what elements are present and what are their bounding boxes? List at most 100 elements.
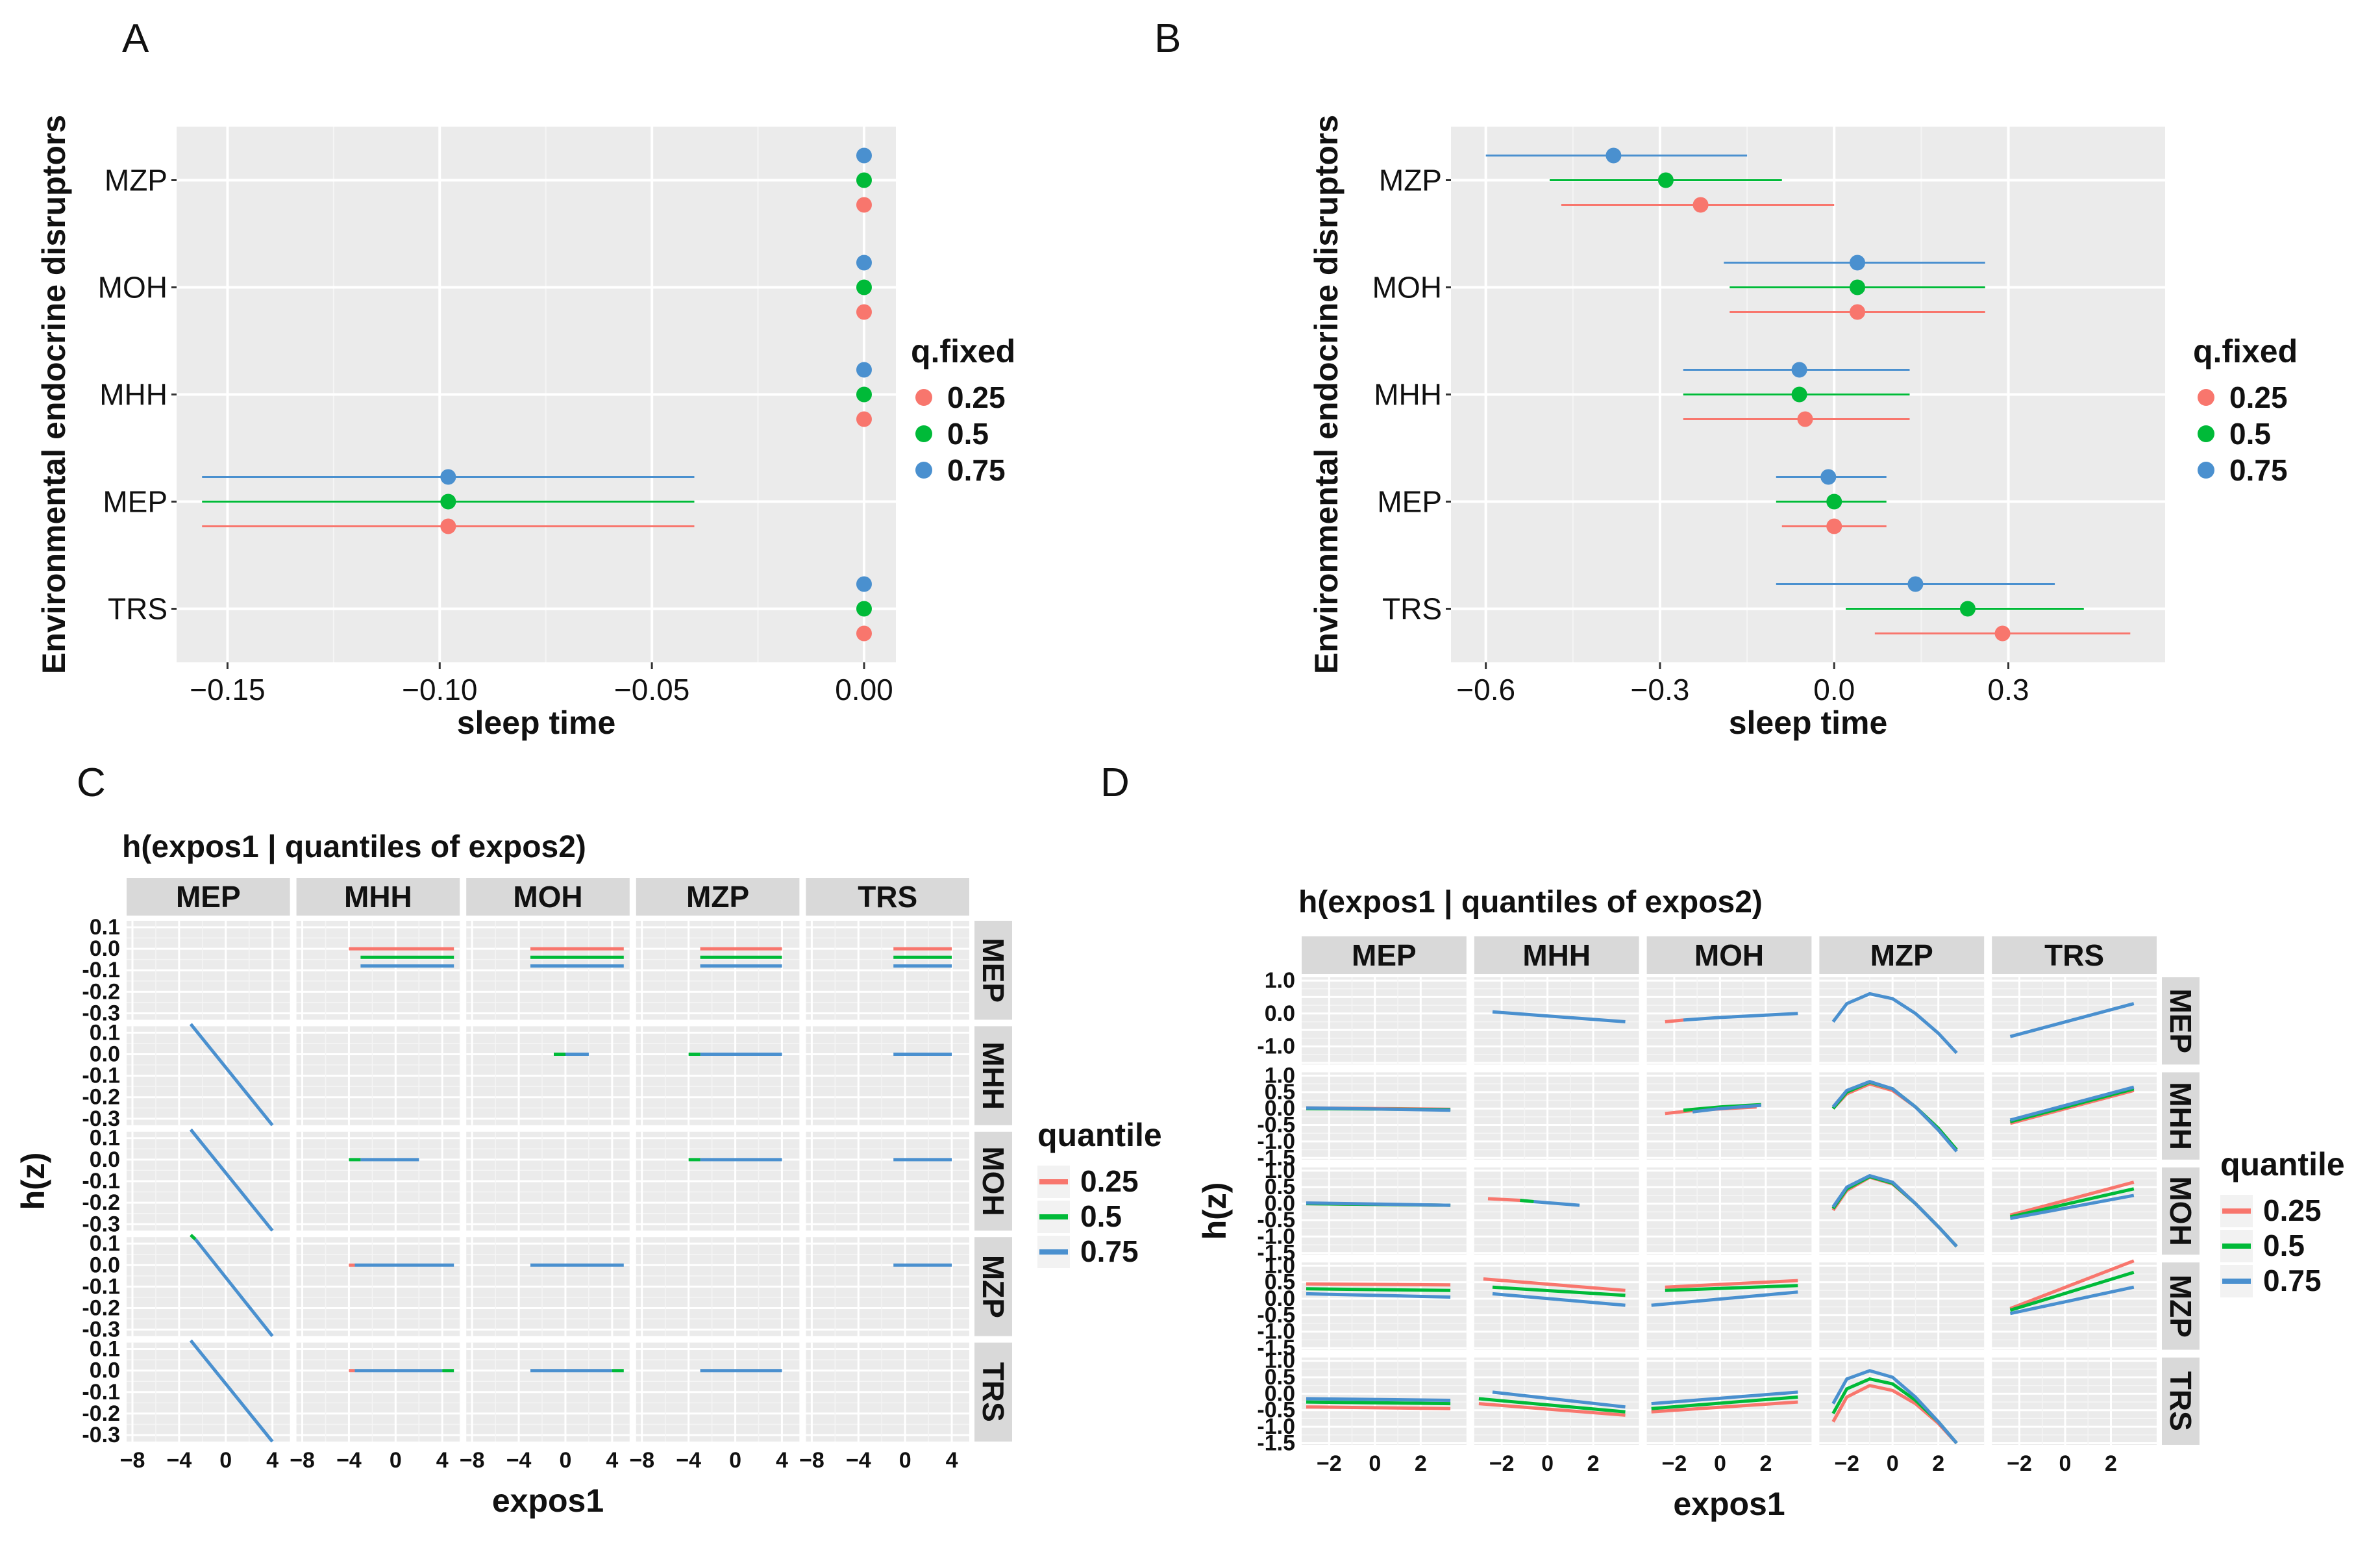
y-tick-label: -0.3 <box>82 1318 120 1342</box>
column-strip-label: MZP <box>1870 938 1933 972</box>
data-point <box>1907 576 1924 592</box>
x-tick-label: 0 <box>390 1448 402 1473</box>
chart-a: −0.15 −0.10 −0.05 0.00 MZP MOH MHH MEP TRS sleep … <box>36 115 1015 741</box>
series-line <box>1533 1200 1580 1207</box>
series-line <box>1306 1400 1451 1406</box>
x-tick-label: 0.0 <box>1813 673 1855 706</box>
data-point <box>1797 411 1813 427</box>
y-tick-label: 0.1 <box>90 915 120 940</box>
y-tick-label: -0.3 <box>82 1001 120 1025</box>
y-tick-label: -1.0 <box>1257 1319 1295 1344</box>
series-line <box>1692 1103 1762 1114</box>
legend-key <box>915 389 932 406</box>
series-line <box>2009 1194 2135 1220</box>
x-tick-label: −8 <box>799 1448 824 1473</box>
x-tick-label: −0.6 <box>1456 673 1515 706</box>
facet-panel <box>1819 977 1985 1065</box>
y-tick-label: -0.3 <box>82 1212 120 1236</box>
legend-key <box>2198 425 2214 442</box>
series-line <box>1492 1285 1626 1297</box>
column-strip-label: MOH <box>1694 938 1764 972</box>
data-point <box>856 386 872 403</box>
facet-title: h(expos1 | quantiles of expos2) <box>1298 885 1763 919</box>
series-line <box>2009 1181 2135 1217</box>
x-tick-label: 0 <box>1541 1451 1554 1476</box>
x-tick-label: −2 <box>1834 1451 1859 1476</box>
column-strip-label: MEP <box>176 880 241 914</box>
x-axis-title: expos1 <box>1673 1486 1785 1522</box>
row-strip-label: MOH <box>2164 1176 2198 1245</box>
column-strip <box>1992 936 2157 974</box>
data-point <box>856 625 872 642</box>
x-tick-label: 0 <box>1887 1451 1899 1476</box>
legend-label: 0.5 <box>2229 417 2271 451</box>
series-line <box>1651 1390 1798 1406</box>
data-point <box>1605 147 1622 164</box>
y-tick-label: 0.0 <box>90 936 120 961</box>
data-point <box>856 279 872 295</box>
column-strip <box>636 878 800 916</box>
data-point <box>440 469 456 485</box>
data-point <box>1850 279 1866 295</box>
series-line <box>2009 1271 2135 1312</box>
series-line <box>1831 1173 1958 1248</box>
series-line <box>1306 1287 1451 1292</box>
y-tick-label: 0.5 <box>1265 1080 1295 1105</box>
row-strip-label: MHH <box>976 1042 1010 1110</box>
y-tick-label: -0.5 <box>1257 1208 1295 1232</box>
x-tick-label: −0.10 <box>402 673 477 706</box>
y-tick-label: -0.3 <box>82 1106 120 1131</box>
y-tick-label: MEP <box>103 485 167 519</box>
series-line <box>2009 1087 2135 1123</box>
row-strip <box>974 1026 1012 1125</box>
y-tick-label: 0.1 <box>90 1020 120 1045</box>
legend-label: 0.25 <box>1080 1164 1139 1198</box>
facet-panel <box>1474 1072 1639 1160</box>
series-line <box>1478 1397 1626 1414</box>
column-strip <box>296 878 460 916</box>
x-tick-label: −8 <box>290 1448 315 1473</box>
series-line <box>1651 1400 1798 1414</box>
y-tick-label: -0.2 <box>82 1085 120 1110</box>
x-tick-label: −2 <box>1662 1451 1687 1476</box>
series-line <box>189 1339 274 1443</box>
facet-panel <box>1992 1167 2157 1255</box>
y-tick-label: 0.0 <box>1265 1001 1295 1026</box>
x-tick-label: 2 <box>1587 1451 1600 1476</box>
legend-label: 0.25 <box>2263 1194 2322 1227</box>
x-tick-label: 0 <box>2059 1451 2072 1476</box>
x-tick-label: 4 <box>266 1448 279 1473</box>
y-tick-label: -0.2 <box>82 1401 120 1426</box>
y-tick-label: -1.5 <box>1257 1431 1295 1455</box>
y-tick-label: 0.0 <box>90 1253 120 1277</box>
x-tick-label: 0 <box>1369 1451 1381 1476</box>
facet-panel <box>1302 977 1467 1065</box>
x-tick-label: −4 <box>846 1448 871 1473</box>
chart-b: −0.6 −0.3 0.0 0.3 MZP MOH MHH MEP TRS sleep time E… <box>1308 115 2298 741</box>
y-tick-label: -0.2 <box>82 1296 120 1321</box>
series-line <box>1520 1199 1534 1203</box>
x-tick-label: 0 <box>729 1448 741 1473</box>
data-point <box>1820 469 1837 485</box>
row-strip-label: MOH <box>976 1146 1010 1216</box>
facet-panel <box>1992 1072 2157 1160</box>
data-point <box>440 518 456 534</box>
data-point <box>856 362 872 378</box>
x-tick-label: 2 <box>1415 1451 1427 1476</box>
column-strip-label: MHH <box>344 880 412 914</box>
row-strip <box>974 1342 1012 1442</box>
data-point <box>1994 625 2011 642</box>
x-tick-label: −0.05 <box>614 673 689 706</box>
series-line <box>1306 1405 1451 1410</box>
x-tick-label: −2 <box>1317 1451 1342 1476</box>
series-line <box>1478 1402 1626 1417</box>
y-tick-label: MHH <box>1374 378 1442 412</box>
column-strip-label: MZP <box>686 880 749 914</box>
row-strip-label: TRS <box>2164 1371 2198 1431</box>
x-tick-label: −4 <box>166 1448 192 1473</box>
row-strip <box>974 1237 1012 1336</box>
column-strip-label: TRS <box>858 880 917 914</box>
row-strip-label: MZP <box>976 1255 1010 1318</box>
series-line <box>1306 1282 1451 1287</box>
data-point <box>1850 255 1866 271</box>
